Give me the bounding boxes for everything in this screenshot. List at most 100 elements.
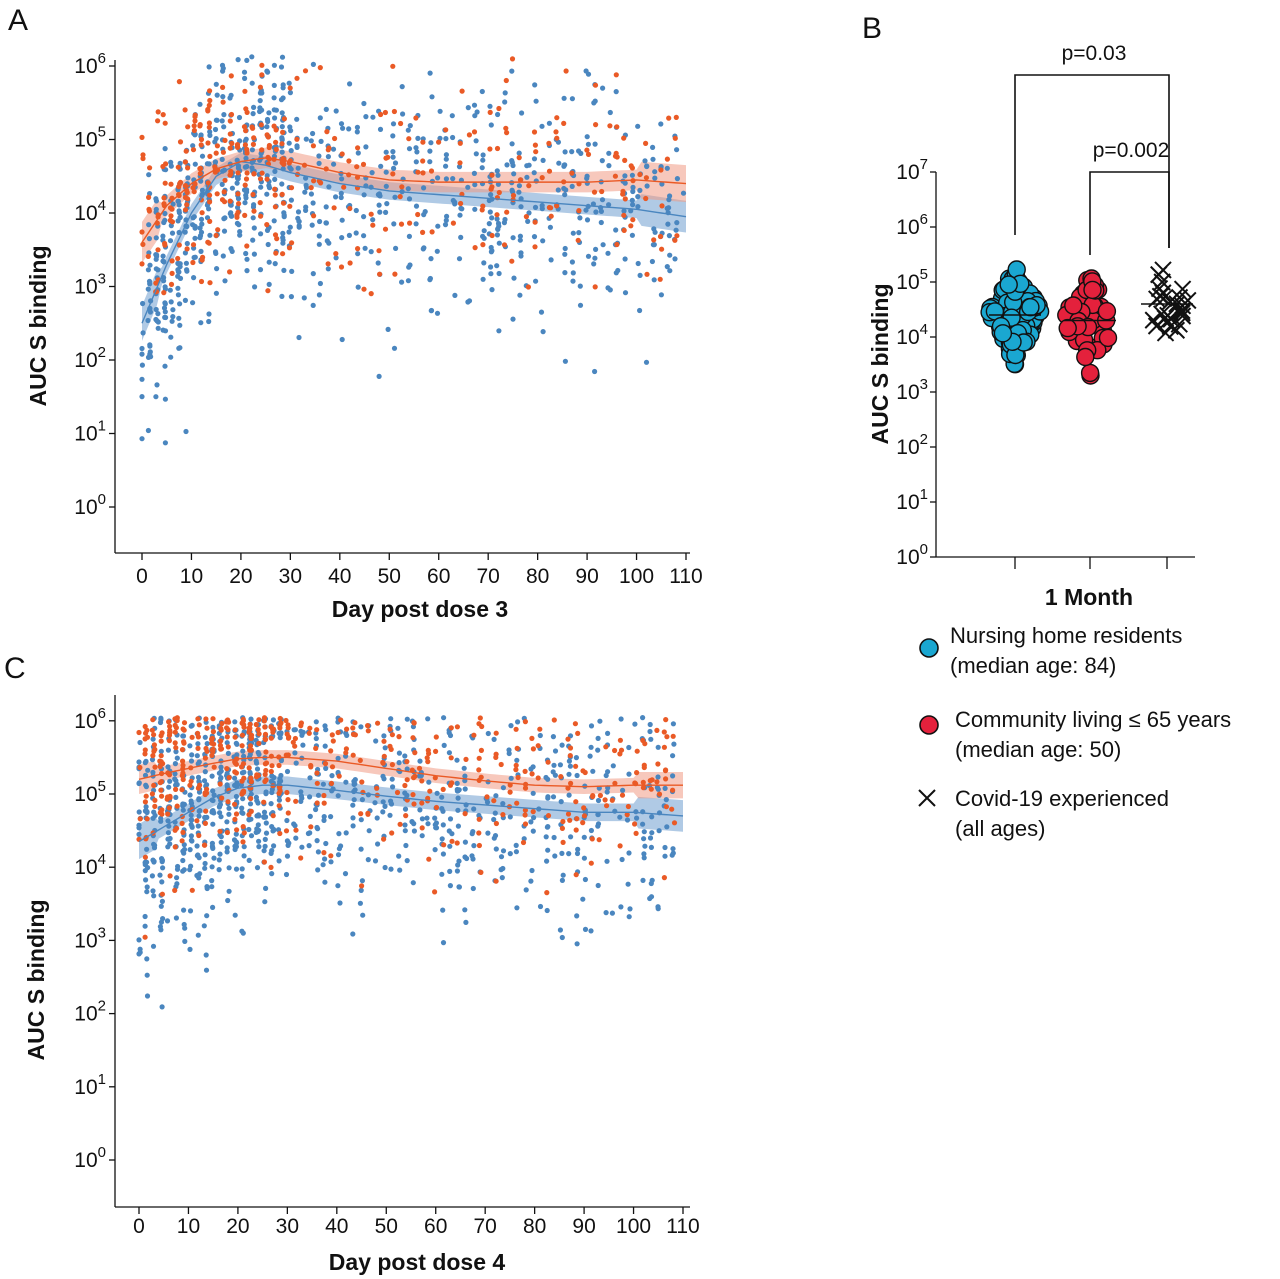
data-point [192, 161, 198, 167]
data-point [249, 124, 255, 130]
data-point [514, 800, 520, 806]
data-point [190, 259, 196, 266]
data-point [206, 120, 212, 126]
data-point [575, 730, 581, 737]
data-point [335, 793, 341, 799]
data-point [189, 752, 195, 758]
data-point [211, 855, 217, 861]
data-point [582, 926, 589, 933]
data-point [136, 780, 142, 786]
data-point [285, 722, 291, 728]
data-point [659, 181, 665, 187]
data-point [533, 98, 539, 104]
data-point [435, 223, 441, 229]
data-point [480, 203, 486, 209]
data-point [383, 169, 389, 175]
data-point [450, 176, 456, 182]
data-point [177, 322, 183, 328]
data-point [284, 853, 291, 859]
data-point [603, 744, 609, 750]
x-tick-label: 100 [616, 1215, 651, 1238]
data-point [566, 758, 573, 764]
data-point [226, 888, 232, 894]
data-point [494, 263, 500, 269]
data-point [182, 207, 189, 213]
data-point [146, 194, 152, 200]
data-point [664, 264, 670, 270]
data-point [239, 805, 245, 811]
data-point [174, 875, 180, 881]
data-point [174, 755, 180, 761]
data-point [441, 742, 447, 749]
data-point [277, 776, 283, 782]
data-point [241, 753, 247, 759]
data-point [256, 731, 262, 737]
data-point [261, 859, 267, 865]
data-point [265, 241, 271, 248]
data-point [434, 310, 441, 316]
data-point [355, 150, 361, 156]
data-point [381, 738, 387, 744]
data-point [224, 766, 230, 772]
data-point [339, 176, 345, 182]
data-point [647, 728, 653, 735]
data-point [352, 781, 358, 787]
data-point [190, 185, 196, 191]
data-point [398, 221, 405, 227]
data-point [500, 812, 506, 818]
data-point [202, 734, 208, 740]
data-point [522, 785, 529, 791]
data-point [558, 799, 564, 805]
data-point [158, 748, 164, 754]
data-point [144, 993, 151, 999]
data-point [598, 219, 604, 226]
data-point [404, 777, 410, 783]
data-point [310, 61, 316, 67]
data-point [644, 183, 650, 189]
data-point [250, 215, 256, 221]
data-point [328, 780, 335, 787]
data-point [271, 218, 277, 224]
data-point [331, 161, 337, 167]
data-point [279, 124, 285, 130]
data-point [570, 230, 576, 236]
data-point [180, 733, 187, 739]
data-point [206, 318, 212, 325]
data-point [618, 716, 624, 722]
data-point [279, 141, 285, 147]
data-point [432, 889, 438, 895]
data-point [529, 735, 535, 742]
panel-b-y-title: AUC S binding [867, 284, 893, 445]
data-point [432, 775, 438, 781]
data-point [480, 233, 486, 239]
data-point [142, 854, 148, 860]
data-point [214, 117, 220, 123]
data-point [180, 807, 186, 813]
data-point [361, 286, 367, 292]
x-tick-label: 0 [133, 1215, 145, 1238]
data-point [270, 813, 276, 819]
data-point [150, 857, 156, 863]
data-point [427, 148, 433, 154]
data-point [589, 836, 595, 842]
data-point [522, 807, 529, 813]
data-point [465, 105, 471, 111]
data-point [567, 745, 574, 751]
data-point [185, 124, 191, 130]
data-point [159, 1004, 165, 1010]
data-point [285, 797, 291, 803]
data-point [659, 246, 665, 252]
data-point [293, 835, 299, 841]
data-point [197, 235, 203, 241]
data-point [557, 762, 564, 768]
data-point [277, 830, 283, 837]
data-point [262, 778, 268, 785]
data-point [588, 744, 594, 750]
data-point [647, 721, 653, 728]
data-point [242, 88, 248, 94]
data-point [447, 816, 454, 822]
data-point [244, 268, 250, 274]
data-point [145, 286, 151, 292]
data-point [150, 888, 156, 894]
